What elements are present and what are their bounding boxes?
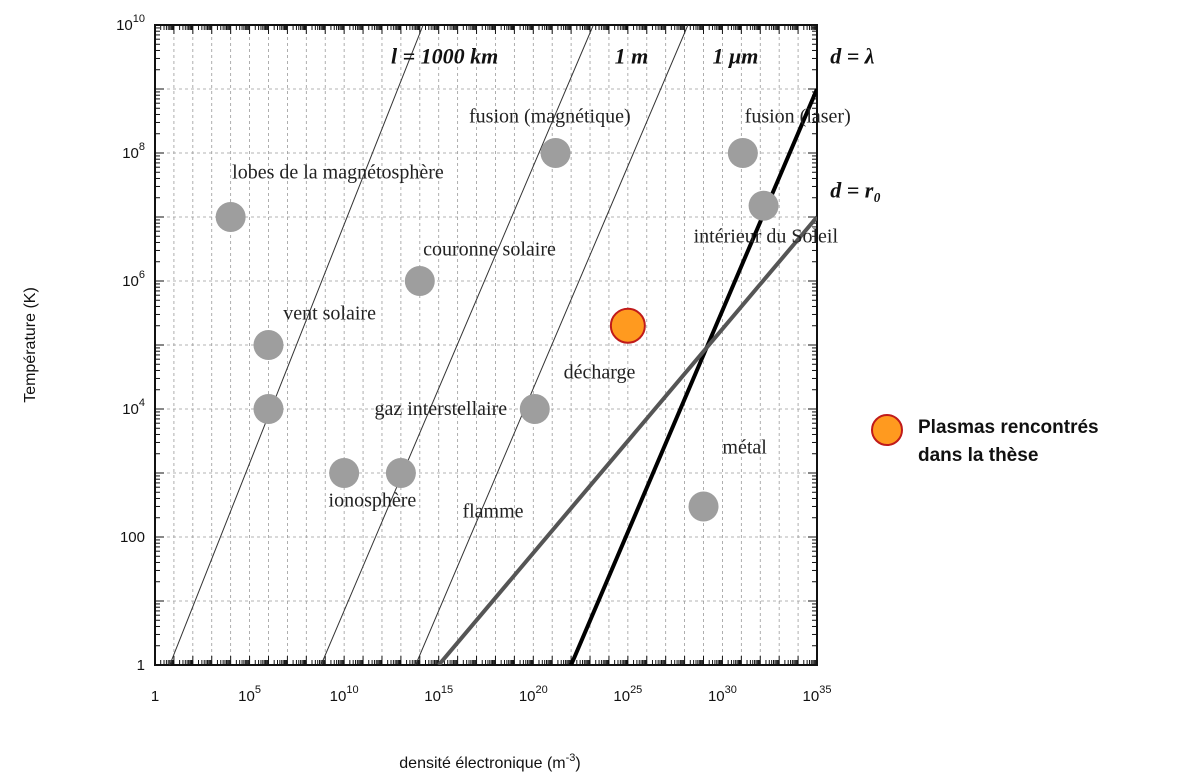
legend-line-2: dans la thèse xyxy=(918,445,1039,466)
legend-line-1: Plasmas rencontrés xyxy=(918,417,1099,438)
data-point xyxy=(253,394,284,424)
x-tick-label: 1030 xyxy=(708,684,737,705)
line-series xyxy=(169,25,424,665)
highlight-point xyxy=(609,307,646,344)
point-label: intérieur du Soleil xyxy=(694,225,839,247)
y-tick-label: 100 xyxy=(120,529,145,546)
x-tick-label: 1010 xyxy=(330,684,359,705)
data-point xyxy=(404,266,435,296)
data-point xyxy=(519,394,550,424)
x-tick-label: 105 xyxy=(238,684,261,705)
line-label: 1 m xyxy=(615,44,649,69)
data-points xyxy=(215,138,779,522)
x-tick-label: 1035 xyxy=(803,684,832,705)
data-point xyxy=(329,458,360,488)
x-axis-title: densité électronique (m-3) xyxy=(399,752,580,772)
annotations: lobes de la magnétosphère couronne solair… xyxy=(232,105,851,522)
line-series xyxy=(320,25,594,665)
legend: Plasmas rencontrés dans la thèse xyxy=(918,414,1099,470)
x-tick-label: 1 xyxy=(151,688,159,705)
point-label: fusion (magnétique) xyxy=(469,105,631,127)
line-label: l = 1000 km xyxy=(391,44,498,69)
line-label: d = λ xyxy=(830,44,875,69)
data-point xyxy=(748,190,779,221)
x-tick-labels: 1 105 1010 1015 1020 1025 1030 1035 xyxy=(151,684,832,705)
y-tick-label: 108 xyxy=(122,141,145,162)
data-point xyxy=(540,138,571,168)
line-label: 1 μm xyxy=(713,44,759,69)
data-point xyxy=(385,458,416,488)
data-point xyxy=(253,330,284,360)
line-labels: l = 1000 km 1 m 1 μm d = λ d = r₀ xyxy=(391,44,881,203)
data-point xyxy=(688,491,719,522)
point-label: vent solaire xyxy=(283,303,376,325)
data-point xyxy=(727,138,758,168)
y-tick-label: 104 xyxy=(122,397,145,418)
point-label: gaz interstellaire xyxy=(374,398,507,420)
y-tick-labels: 1 100 104 106 108 1010 xyxy=(116,13,145,674)
point-label: métal xyxy=(722,437,767,459)
legend-marker-icon xyxy=(871,414,903,446)
x-tick-label: 1025 xyxy=(613,684,642,705)
y-axis-title: Température (K) xyxy=(22,287,39,403)
characteristic-lines xyxy=(169,25,817,665)
data-point xyxy=(215,202,246,232)
x-tick-label: 1020 xyxy=(519,684,548,705)
point-label: couronne solaire xyxy=(423,239,556,261)
line-series xyxy=(415,25,689,665)
line-label: d = r₀ xyxy=(830,178,881,203)
x-tick-label: 1015 xyxy=(424,684,453,705)
line-series xyxy=(437,215,817,665)
point-label: lobes de la magnétosphère xyxy=(232,161,444,183)
y-tick-label: 1 xyxy=(137,657,145,674)
point-label: décharge xyxy=(564,361,636,383)
y-tick-label: 106 xyxy=(122,269,145,290)
line-series xyxy=(569,88,817,665)
point-label: flamme xyxy=(462,501,523,523)
point-label: fusion (laser) xyxy=(745,105,851,127)
point-label: ionosphère xyxy=(329,489,417,511)
y-tick-label: 1010 xyxy=(116,13,145,34)
